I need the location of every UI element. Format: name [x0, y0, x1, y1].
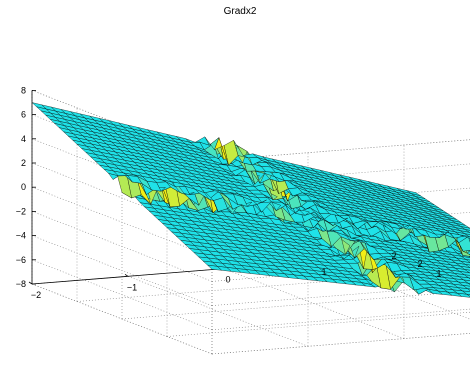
x-tick-label: 1 — [321, 267, 326, 277]
x-tick-label: −2 — [31, 290, 41, 300]
z-tick-label: 0 — [21, 182, 26, 192]
grid-line — [211, 333, 470, 355]
y-tick-label: 1 — [436, 269, 441, 279]
x-tick-label: 0 — [225, 275, 230, 285]
y-tick-label: 2 — [391, 251, 396, 261]
surface-face — [31, 102, 47, 110]
grid-line — [166, 311, 470, 337]
grid-line — [211, 308, 470, 331]
x-tick — [28, 281, 33, 285]
surface-mesh — [31, 102, 470, 298]
z-tick-label: 4 — [21, 134, 26, 144]
grid-line — [211, 163, 470, 185]
z-tick-label: 2 — [21, 158, 26, 168]
z-tick-label: −2 — [16, 206, 26, 216]
z-tick-label: −4 — [16, 231, 26, 241]
x-tick-label: −1 — [127, 282, 137, 292]
x-tick — [124, 273, 129, 277]
chart-title: Gradx2 — [224, 6, 257, 17]
z-tick-label: 6 — [21, 110, 26, 120]
x-tick-label: 2 — [417, 259, 422, 269]
z-tick-label: −8 — [16, 279, 26, 289]
grid-line — [211, 333, 470, 355]
z-tick-label: 8 — [21, 85, 26, 95]
grid-line — [211, 139, 470, 161]
z-tick-label: −6 — [16, 255, 26, 265]
